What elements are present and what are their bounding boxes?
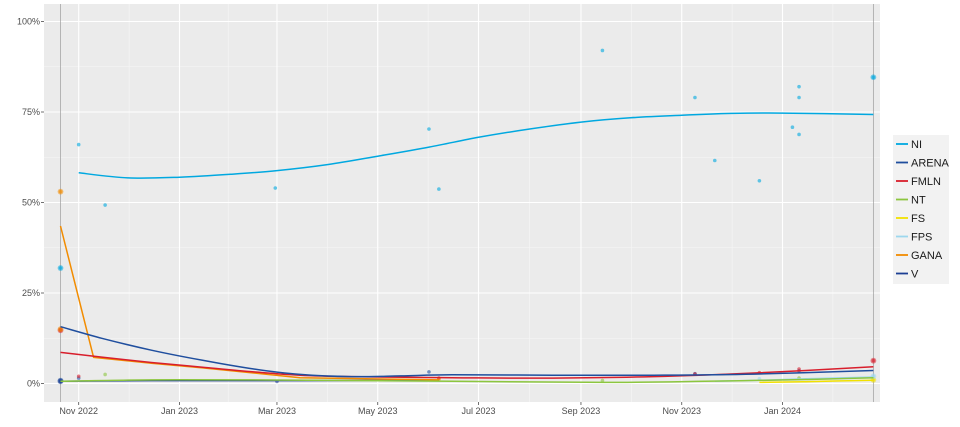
x-tick-label: Sep 2023 xyxy=(562,406,601,416)
legend-label-arena: ARENA xyxy=(911,158,950,170)
data-point xyxy=(790,125,795,130)
result-point xyxy=(57,265,64,271)
election-vlines xyxy=(60,4,874,402)
x-tick-label: Nov 2022 xyxy=(59,406,98,416)
data-point xyxy=(797,132,801,137)
legend-background xyxy=(893,135,949,284)
legend-label-fs: FS xyxy=(911,213,925,225)
data-point xyxy=(797,367,801,371)
data-point xyxy=(757,178,762,183)
data-point xyxy=(712,158,717,163)
series-line-arena xyxy=(60,325,874,378)
legend-label-ni: NI xyxy=(911,139,922,151)
data-point xyxy=(76,142,81,147)
legend-label-nt: NT xyxy=(911,195,926,207)
data-point xyxy=(427,370,431,374)
trend-lines xyxy=(59,112,874,384)
y-tick-label: 50% xyxy=(22,198,40,208)
x-tick-label: Jan 2024 xyxy=(764,406,801,416)
result-point xyxy=(57,188,64,195)
result-point xyxy=(870,357,877,364)
x-tick-label: May 2023 xyxy=(358,406,398,416)
data-point xyxy=(600,48,605,53)
grid-major xyxy=(44,4,880,402)
legend-label-v: V xyxy=(911,269,919,281)
data-point xyxy=(103,372,107,377)
data-point xyxy=(797,95,801,100)
y-tick-label: 75% xyxy=(22,107,40,117)
data-point xyxy=(427,127,431,131)
data-point xyxy=(437,187,441,191)
series-line-nt xyxy=(60,376,874,384)
series-line-fs xyxy=(759,379,874,384)
data-point xyxy=(103,203,107,207)
y-tick-label: 25% xyxy=(22,288,40,298)
series-line-ni xyxy=(78,112,874,179)
y-tick-label: 0% xyxy=(27,379,40,389)
legend-label-fps: FPS xyxy=(911,232,932,244)
x-tick-label: Mar 2023 xyxy=(258,406,296,416)
result-point xyxy=(870,74,877,81)
y-axis: 0% 25% 50% 75% 100% xyxy=(17,17,44,389)
data-point xyxy=(600,378,605,383)
poll-points xyxy=(57,48,877,385)
data-point xyxy=(273,186,278,190)
legend-label-gana: GANA xyxy=(911,250,943,262)
data-point xyxy=(797,84,801,89)
x-tick-label: Nov 2023 xyxy=(662,406,701,416)
data-point xyxy=(76,374,81,379)
x-tick-label: Jan 2023 xyxy=(161,406,198,416)
x-tick-label: Jul 2023 xyxy=(462,406,496,416)
x-axis: Nov 2022 Jan 2023 Mar 2023 May 2023 Jul 2023… xyxy=(59,402,801,416)
data-point xyxy=(693,95,697,100)
legend: NI ARENA FMLN NT FS FPS GANA V xyxy=(893,135,950,284)
legend-label-fmln: FMLN xyxy=(911,176,941,188)
y-tick-label: 100% xyxy=(17,17,40,27)
